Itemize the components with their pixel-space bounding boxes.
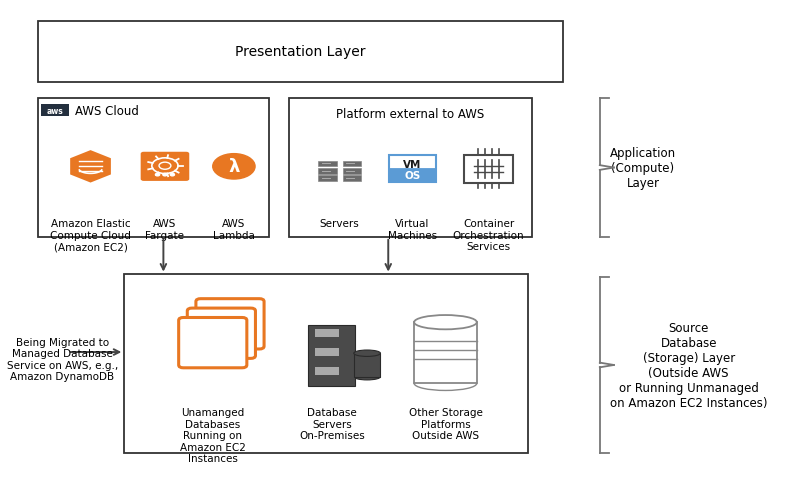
Text: Unamanged
Databases
Running on
Amazon EC2
Instances: Unamanged Databases Running on Amazon EC… — [180, 407, 246, 464]
Text: AWS
Fargate: AWS Fargate — [145, 218, 185, 240]
Text: AWS Cloud: AWS Cloud — [75, 105, 139, 118]
Text: Presentation Layer: Presentation Layer — [235, 45, 366, 59]
FancyBboxPatch shape — [389, 169, 436, 183]
Text: OS: OS — [405, 171, 421, 181]
Text: AWS
Lambda: AWS Lambda — [213, 218, 255, 240]
FancyBboxPatch shape — [343, 168, 361, 174]
FancyBboxPatch shape — [318, 176, 337, 181]
FancyBboxPatch shape — [354, 353, 380, 377]
Text: Application
(Compute)
Layer: Application (Compute) Layer — [610, 147, 676, 190]
FancyBboxPatch shape — [315, 330, 339, 337]
FancyBboxPatch shape — [315, 367, 339, 375]
Ellipse shape — [414, 376, 477, 391]
FancyBboxPatch shape — [141, 153, 189, 181]
Ellipse shape — [354, 350, 380, 357]
Text: Platform external to AWS: Platform external to AWS — [336, 108, 484, 120]
Ellipse shape — [354, 374, 380, 380]
FancyBboxPatch shape — [187, 309, 256, 359]
Text: Servers: Servers — [320, 218, 359, 228]
Circle shape — [163, 174, 167, 177]
Circle shape — [213, 154, 255, 180]
Text: Database
Servers
On-Premises: Database Servers On-Premises — [299, 407, 365, 440]
Text: Other Storage
Platforms
Outside AWS: Other Storage Platforms Outside AWS — [409, 407, 482, 440]
FancyBboxPatch shape — [196, 299, 264, 349]
Polygon shape — [70, 151, 111, 183]
Circle shape — [156, 174, 160, 177]
Text: λ: λ — [228, 158, 239, 176]
Text: Container
Orchestration
Services: Container Orchestration Services — [453, 218, 525, 252]
FancyBboxPatch shape — [414, 323, 477, 384]
FancyBboxPatch shape — [289, 99, 532, 238]
FancyBboxPatch shape — [343, 176, 361, 181]
FancyBboxPatch shape — [343, 161, 361, 167]
Text: Being Migrated to
Managed Database
Service on AWS, e.g.,
Amazon DynamoDB: Being Migrated to Managed Database Servi… — [6, 337, 118, 382]
Text: Source
Database
(Storage) Layer
(Outside AWS
or Running Unmanaged
on Amazon EC2 : Source Database (Storage) Layer (Outside… — [610, 321, 767, 409]
FancyBboxPatch shape — [41, 105, 69, 117]
FancyBboxPatch shape — [179, 318, 247, 368]
FancyBboxPatch shape — [464, 155, 513, 183]
FancyBboxPatch shape — [124, 275, 528, 453]
Text: Virtual
Machines: Virtual Machines — [388, 218, 437, 240]
Text: Amazon Elastic
Compute Cloud
(Amazon EC2): Amazon Elastic Compute Cloud (Amazon EC2… — [50, 218, 131, 252]
FancyBboxPatch shape — [318, 168, 337, 174]
Circle shape — [170, 174, 174, 177]
FancyBboxPatch shape — [389, 156, 436, 183]
Text: aws: aws — [47, 107, 63, 115]
FancyBboxPatch shape — [315, 348, 339, 356]
FancyBboxPatch shape — [38, 99, 269, 238]
FancyBboxPatch shape — [309, 325, 355, 386]
Text: VM: VM — [403, 159, 422, 169]
FancyBboxPatch shape — [318, 161, 337, 167]
Ellipse shape — [414, 315, 477, 330]
FancyBboxPatch shape — [38, 22, 563, 83]
